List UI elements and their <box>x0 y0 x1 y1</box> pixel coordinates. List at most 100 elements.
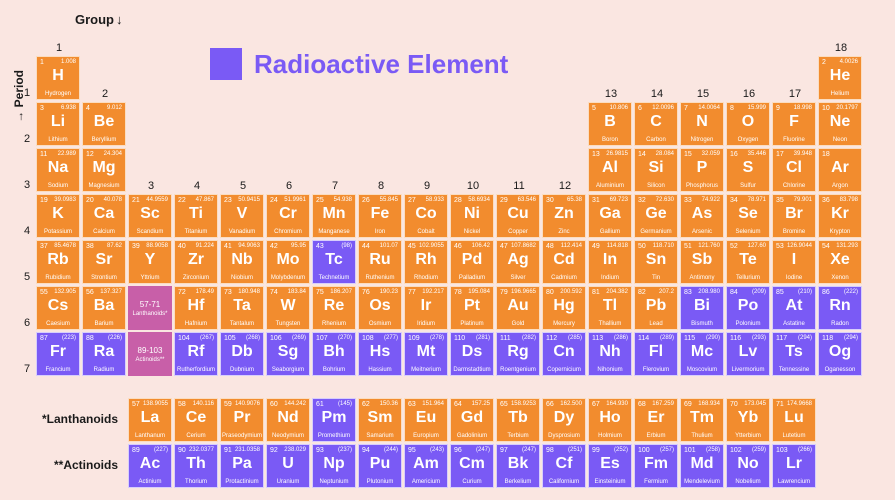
element-symbol: Sm <box>359 410 401 426</box>
element-name: Ruthenium <box>359 275 401 281</box>
element-name: Lead <box>635 321 677 327</box>
element-Rb: 3785.4678RbRubidium <box>36 240 80 284</box>
atomic-number: 49 <box>592 243 600 250</box>
element-name: Nihonium <box>589 367 631 373</box>
element-symbol: Hf <box>175 298 217 314</box>
atomic-mass: 190.23 <box>380 289 398 295</box>
element-Bi: 83208.980BiBismuth <box>680 286 724 330</box>
element-Pd: 46106.42PdPalladium <box>450 240 494 284</box>
element-La: 57138.9055LaLanthanum <box>128 398 172 442</box>
element-name: Rhodium <box>405 275 447 281</box>
atomic-mass: 10.806 <box>610 105 628 111</box>
element-name: Nobelium <box>727 479 769 485</box>
atomic-number: 54 <box>822 243 830 250</box>
element-Rn: 86(222)RnRadon <box>818 286 862 330</box>
atomic-number: 21 <box>132 197 140 204</box>
atomic-mass: 22.989 <box>58 151 76 157</box>
atomic-mass: 6.938 <box>61 105 76 111</box>
group-number: 2 <box>82 88 128 100</box>
element-symbol: Mt <box>405 344 447 360</box>
element-name: Yttrium <box>129 275 171 281</box>
atomic-mass: 121.760 <box>698 243 720 249</box>
element-symbol: Ts <box>773 344 815 360</box>
atomic-number: 96 <box>454 447 462 454</box>
atomic-mass: (247) <box>476 447 490 453</box>
atomic-mass: 107.8682 <box>511 243 536 249</box>
atomic-mass: (258) <box>706 447 720 453</box>
element-symbol: Te <box>727 252 769 268</box>
element-name: Meitnerium <box>405 367 447 373</box>
atomic-number: 34 <box>730 197 738 204</box>
atomic-mass: 18.998 <box>794 105 812 111</box>
element-name: Livermorium <box>727 367 769 373</box>
element-name: Technetium <box>313 275 355 281</box>
atomic-mass: (259) <box>752 447 766 453</box>
element-symbol: Nd <box>267 410 309 426</box>
element-Lv: 116(293)LvLivermorium <box>726 332 770 376</box>
element-H: 11.008HHydrogen <box>36 56 80 100</box>
element-symbol: Cr <box>267 206 309 222</box>
element-Bk: 97(247)BkBerkelium <box>496 444 540 488</box>
atomic-mass: 32.059 <box>702 151 720 157</box>
atomic-number: 44 <box>362 243 370 250</box>
element-name: Thulium <box>681 433 723 439</box>
atomic-mass: 144.242 <box>284 401 306 407</box>
element-Ac: 89(227)AcActinium <box>128 444 172 488</box>
element-name: Lanthanum <box>129 433 171 439</box>
element-symbol: Ac <box>129 456 171 472</box>
atomic-number: 118 <box>822 335 833 342</box>
element-symbol: Mn <box>313 206 355 222</box>
element-Sg: 106(269)SgSeaborgium <box>266 332 310 376</box>
atomic-number: 59 <box>224 401 232 408</box>
element-symbol: Tl <box>589 298 631 314</box>
element-name: Rubidium <box>37 275 79 281</box>
atomic-mass: 78.971 <box>748 197 766 203</box>
atomic-number: 43 <box>316 243 324 250</box>
element-Bh: 107(270)BhBohrium <box>312 332 356 376</box>
element-symbol: Zn <box>543 206 585 222</box>
element-symbol: Ag <box>497 252 539 268</box>
element-In: 49114.818InIndium <box>588 240 632 284</box>
element-Zr: 4091.224ZrZirconium <box>174 240 218 284</box>
element-name: Ytterbium <box>727 433 769 439</box>
element-Ta: 73180.948TaTantalum <box>220 286 264 330</box>
atomic-number: 77 <box>408 289 416 296</box>
element-Mo: 4295.95MoMolybdenum <box>266 240 310 284</box>
atomic-number: 25 <box>316 197 324 204</box>
element-name: Aluminium <box>589 183 631 189</box>
element-Pt: 78195.084PtPlatinum <box>450 286 494 330</box>
element-symbol: No <box>727 456 769 472</box>
atomic-mass: (266) <box>798 447 812 453</box>
atomic-number: 40 <box>178 243 186 250</box>
element-name: Barium <box>83 321 125 327</box>
element-As: 3374.922AsArsenic <box>680 194 724 238</box>
element-name: Roentgenium <box>497 367 539 373</box>
atomic-number: 3 <box>40 105 44 112</box>
atomic-number: 6 <box>638 105 642 112</box>
atomic-number: 88 <box>86 335 94 342</box>
atomic-mass: 158.9253 <box>511 401 536 407</box>
atomic-number: 93 <box>316 447 324 454</box>
element-Si: 1428.084SiSilicon <box>634 148 678 192</box>
element-symbol: Bk <box>497 456 539 472</box>
element-symbol: Na <box>37 160 79 176</box>
atomic-number: 28 <box>454 197 462 204</box>
atomic-mass: 207.2 <box>659 289 674 295</box>
element-Cu: 2963.546CuCopper <box>496 194 540 238</box>
atomic-number: 57 <box>132 401 140 408</box>
element-symbol: Lv <box>727 344 769 360</box>
atomic-number: 112 <box>546 335 557 342</box>
element-name: Mercury <box>543 321 585 327</box>
element-symbol: Hs <box>359 344 401 360</box>
atomic-number: 48 <box>546 243 554 250</box>
atomic-mass: 195.084 <box>468 289 490 295</box>
atomic-mass: 167.259 <box>652 401 674 407</box>
element-name: Niobium <box>221 275 263 281</box>
element-N: 714.0064NNitrogen <box>680 102 724 146</box>
atomic-mass: 208.980 <box>698 289 720 295</box>
atomic-number: 37 <box>40 243 48 250</box>
atomic-mass: 40.078 <box>104 197 122 203</box>
element-symbol: K <box>37 206 79 222</box>
atomic-number: 116 <box>730 335 741 342</box>
atomic-mass: (227) <box>154 447 168 453</box>
